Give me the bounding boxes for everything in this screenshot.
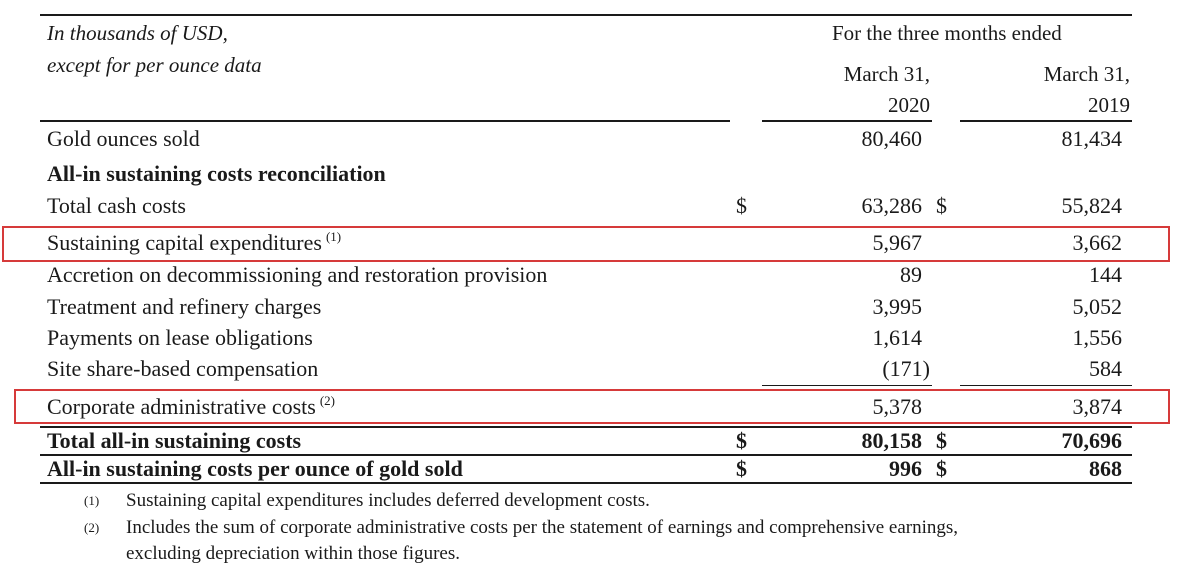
value-total-cash-2020: 63,286 bbox=[861, 193, 923, 218]
value-corp-admin-2020: 5,378 bbox=[872, 394, 923, 419]
value-treatment-2020: 3,995 bbox=[872, 294, 923, 319]
value-site-sbc-2020: (171) bbox=[882, 356, 930, 381]
row-label-total-cash: Total cash costs bbox=[47, 193, 186, 218]
units-line-2: except for per ounce data bbox=[47, 53, 262, 77]
highlight-box-corp-admin bbox=[14, 389, 1170, 424]
value-lease-2020: 1,614 bbox=[872, 325, 923, 350]
currency-total-aisc: $ bbox=[736, 428, 747, 453]
total-rule-mid bbox=[40, 454, 1132, 456]
bottom-rule bbox=[40, 482, 1132, 484]
value-total-cash-2019: 55,824 bbox=[1061, 193, 1123, 218]
row-label-lease: Payments on lease obligations bbox=[47, 325, 313, 350]
value-gold-ounces-2020: 80,460 bbox=[861, 126, 923, 151]
row-label-total-aisc: Total all-in sustaining costs bbox=[47, 428, 302, 453]
value-sustaining-capex-2019: 3,662 bbox=[1072, 230, 1123, 255]
highlight-box-sustaining-capex bbox=[2, 226, 1170, 262]
row-label-sustaining-capex: Sustaining capital expenditures (1) bbox=[47, 229, 342, 255]
col-2020-line-1: March 31, bbox=[843, 62, 930, 86]
value-corp-admin-2019: 3,874 bbox=[1072, 394, 1123, 419]
top-rule bbox=[40, 14, 1132, 16]
value-site-sbc-2019: 584 bbox=[1089, 356, 1122, 381]
footnote-ref-2: (2) bbox=[319, 393, 335, 408]
row-label-site-sbc: Site share-based compensation bbox=[47, 356, 319, 381]
row-label-corp-admin: Corporate administrative costs (2) bbox=[47, 393, 335, 419]
subtotal-rule-2020 bbox=[762, 385, 932, 386]
value-sustaining-capex-2020: 5,967 bbox=[872, 230, 923, 255]
footnote-2-text-line-1: Includes the sum of corporate administra… bbox=[126, 517, 959, 538]
value-gold-ounces-2019: 81,434 bbox=[1061, 126, 1123, 151]
col-2020-line-2: 2020 bbox=[888, 93, 930, 117]
units-line-1: In thousands of USD, bbox=[47, 21, 228, 45]
row-label-treatment: Treatment and refinery charges bbox=[47, 294, 322, 319]
currency-total-aisc-2: $ bbox=[936, 428, 947, 453]
header-rule-2020 bbox=[762, 120, 932, 122]
total-rule-top bbox=[40, 426, 1132, 428]
currency-total-cash-2: $ bbox=[936, 193, 947, 218]
value-aisc-per-oz-2020: 996 bbox=[889, 456, 922, 481]
value-total-aisc-2020: 80,158 bbox=[861, 428, 923, 453]
subtotal-rule-2019 bbox=[960, 385, 1132, 386]
value-total-aisc-2019: 70,696 bbox=[1061, 428, 1123, 453]
row-label-accretion: Accretion on decommissioning and restora… bbox=[47, 262, 548, 287]
value-lease-2019: 1,556 bbox=[1072, 325, 1123, 350]
footnote-2-text-line-2: excluding depreciation within those figu… bbox=[126, 543, 460, 564]
period-header: For the three months ended bbox=[832, 21, 1062, 45]
footnote-ref-1: (1) bbox=[325, 229, 342, 244]
footnote-1-text: Sustaining capital expenditures includes… bbox=[126, 490, 650, 511]
footnote-1-number: (1) bbox=[84, 493, 100, 508]
value-accretion-2019: 144 bbox=[1089, 262, 1122, 287]
currency-total-cash: $ bbox=[736, 193, 747, 218]
col-2019-line-1: March 31, bbox=[1043, 62, 1130, 86]
row-label-aisc-per-oz: All-in sustaining costs per ounce of gol… bbox=[47, 456, 463, 481]
currency-aisc-per-oz: $ bbox=[736, 456, 747, 481]
header-rule-left bbox=[40, 120, 730, 122]
footnote-2-number: (2) bbox=[84, 520, 100, 535]
col-2019-line-2: 2019 bbox=[1088, 93, 1130, 117]
currency-aisc-per-oz-2: $ bbox=[936, 456, 947, 481]
value-aisc-per-oz-2019: 868 bbox=[1089, 456, 1122, 481]
value-treatment-2019: 5,052 bbox=[1072, 294, 1123, 319]
value-accretion-2020: 89 bbox=[900, 262, 922, 287]
row-label-gold-ounces: Gold ounces sold bbox=[47, 126, 200, 151]
header-rule-2019 bbox=[960, 120, 1132, 122]
section-heading: All-in sustaining costs reconciliation bbox=[47, 161, 386, 186]
